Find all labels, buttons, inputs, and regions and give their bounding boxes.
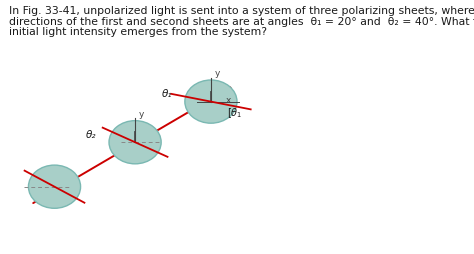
Text: directions of the first and second sheets are at angles  θ₁ = 20° and  θ₂ = 40°.: directions of the first and second sheet… <box>9 17 474 26</box>
Text: initial light intensity emerges from the system?: initial light intensity emerges from the… <box>9 27 266 37</box>
Text: x: x <box>225 96 231 105</box>
Text: $[\theta_1$: $[\theta_1$ <box>227 106 242 120</box>
Text: θ₂: θ₂ <box>85 130 96 140</box>
Text: In Fig. 33-41, unpolarized light is sent into a system of three polarizing sheet: In Fig. 33-41, unpolarized light is sent… <box>9 6 474 16</box>
Ellipse shape <box>28 165 81 208</box>
Text: θ₁: θ₁ <box>161 89 172 99</box>
Text: y: y <box>215 69 220 78</box>
Ellipse shape <box>185 80 237 123</box>
Text: y: y <box>139 110 144 119</box>
Ellipse shape <box>109 121 161 164</box>
